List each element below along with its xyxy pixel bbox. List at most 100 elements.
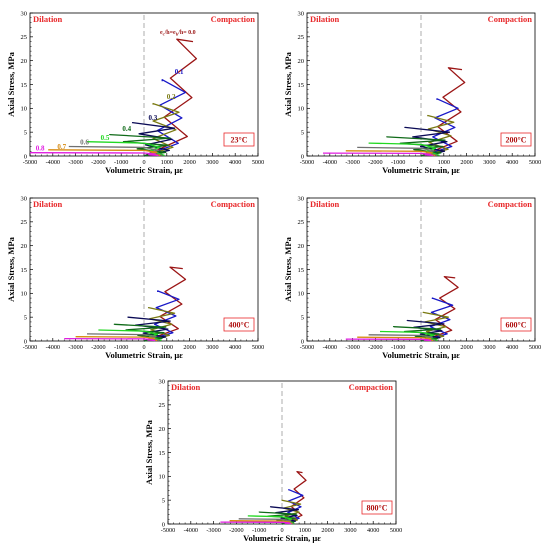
x-tick-label: -5000 (23, 159, 37, 166)
temperature-label: 600°C (506, 321, 527, 330)
dilation-label: Dilation (171, 382, 201, 392)
series-line-1 (420, 98, 459, 157)
x-tick-label: -4000 (323, 344, 337, 351)
series-label: 0.1 (175, 68, 184, 76)
x-tick-label: -3000 (68, 159, 82, 166)
y-tick-label: 30 (21, 195, 28, 202)
y-tick-label: 25 (159, 402, 166, 409)
x-tick-label: 4000 (367, 527, 379, 534)
y-tick-label: 30 (21, 10, 28, 17)
x-tick-label: 2000 (460, 159, 472, 166)
dilation-label: Dilation (310, 14, 340, 24)
x-tick-label: -5000 (300, 344, 314, 351)
temperature-label: 800°C (367, 504, 388, 513)
y-tick-label: 20 (21, 58, 28, 65)
y-tick-label: 5 (301, 129, 304, 136)
series-line-8 (345, 338, 432, 342)
y-tick-label: 0 (162, 521, 165, 528)
x-tick-label: 3000 (206, 159, 218, 166)
series-label: 0.2 (167, 93, 176, 101)
y-tick-label: 5 (162, 497, 165, 504)
y-tick-label: 25 (21, 219, 28, 226)
x-tick-label: 1000 (161, 159, 173, 166)
temperature-box (500, 132, 532, 147)
x-tick-label: -3000 (345, 159, 359, 166)
x-tick-label: 2000 (321, 527, 333, 534)
x-tick-label: 0 (419, 159, 422, 166)
series-label: ec/h=eb/h= 0.0 (160, 30, 196, 37)
x-tick-label: -2000 (368, 159, 382, 166)
y-tick-label: 15 (21, 82, 28, 89)
y-axis-title: Axial Stress, MPa (144, 419, 154, 485)
chart-panel-2: -5000 -4000 -3000 -2000 -1000 0 1000 2000 3000 40… (283, 10, 541, 175)
x-tick-label: -5000 (300, 159, 314, 166)
x-tick-label: 3000 (483, 159, 495, 166)
x-tick-label: 4000 (229, 344, 241, 351)
x-tick-label: -2000 (229, 527, 243, 534)
series-label: 0.6 (80, 139, 89, 147)
y-tick-label: 25 (298, 34, 305, 41)
series-label: 0.5 (101, 134, 110, 142)
series-line-1 (281, 489, 304, 525)
y-tick-label: 10 (298, 106, 305, 113)
x-tick-label: -2000 (91, 159, 105, 166)
x-tick-label: -1000 (252, 527, 266, 534)
y-axis-title: Axial Stress, MPa (283, 51, 293, 117)
x-tick-label: 2000 (183, 159, 195, 166)
compaction-label: Compaction (211, 14, 256, 24)
x-tick-label: -4000 (184, 527, 198, 534)
series-line-8 (322, 152, 434, 157)
temperature-box (361, 500, 393, 515)
x-tick-label: 1000 (161, 344, 173, 351)
temperature-box (500, 317, 532, 332)
y-tick-label: 15 (298, 267, 305, 274)
x-tick-label: -1000 (114, 344, 128, 351)
x-tick-label: 0 (142, 159, 145, 166)
dilation-label: Dilation (33, 199, 63, 209)
dilation-label: Dilation (33, 14, 63, 24)
x-tick-label: 5000 (529, 344, 541, 351)
y-tick-label: 15 (159, 450, 166, 457)
series-label: 0.7 (57, 143, 66, 151)
compaction-label: Compaction (349, 382, 394, 392)
x-tick-label: -5000 (23, 344, 37, 351)
y-tick-label: 10 (159, 474, 166, 481)
y-tick-label: 20 (298, 243, 305, 250)
y-tick-label: 30 (159, 378, 166, 385)
x-tick-label: 0 (142, 344, 145, 351)
x-tick-label: 5000 (390, 527, 402, 534)
x-tick-label: -4000 (46, 159, 60, 166)
x-tick-label: 0 (419, 344, 422, 351)
x-tick-label: -3000 (206, 527, 220, 534)
series-line-2 (420, 114, 455, 157)
x-tick-label: -2000 (91, 344, 105, 351)
compaction-label: Compaction (488, 199, 533, 209)
y-tick-label: 30 (298, 195, 305, 202)
x-tick-label: -5000 (161, 527, 175, 534)
x-tick-label: -4000 (323, 159, 337, 166)
temperature-label: 200°C (506, 136, 527, 145)
chart-panel-1: -5000 -4000 -3000 -2000 -1000 0 1000 2000 3000 40… (6, 10, 264, 175)
y-tick-label: 15 (298, 82, 305, 89)
x-tick-label: 4000 (229, 159, 241, 166)
series-line-2 (143, 102, 180, 157)
x-tick-label: 2000 (460, 344, 472, 351)
temperature-label: 23°C (231, 136, 248, 145)
chart-panel-4: -5000 -4000 -3000 -2000 -1000 0 1000 2000 3000 40… (283, 195, 541, 360)
x-tick-label: 5000 (252, 159, 264, 166)
y-tick-label: 10 (21, 106, 28, 113)
series-line-8 (220, 521, 292, 525)
x-axis-title: Volumetric Strain, με (382, 165, 460, 175)
compaction-label: Compaction (488, 14, 533, 24)
x-tick-label: 3000 (344, 527, 356, 534)
x-axis-title: Volumetric Strain, με (382, 350, 460, 360)
x-tick-label: 2000 (183, 344, 195, 351)
compaction-label: Compaction (211, 199, 256, 209)
x-tick-label: 5000 (529, 159, 541, 166)
series-line-0 (420, 67, 466, 157)
temperature-box (223, 132, 255, 147)
series-label: 0.4 (122, 125, 131, 133)
temperature-label: 400°C (229, 321, 250, 330)
x-tick-label: -1000 (391, 159, 405, 166)
